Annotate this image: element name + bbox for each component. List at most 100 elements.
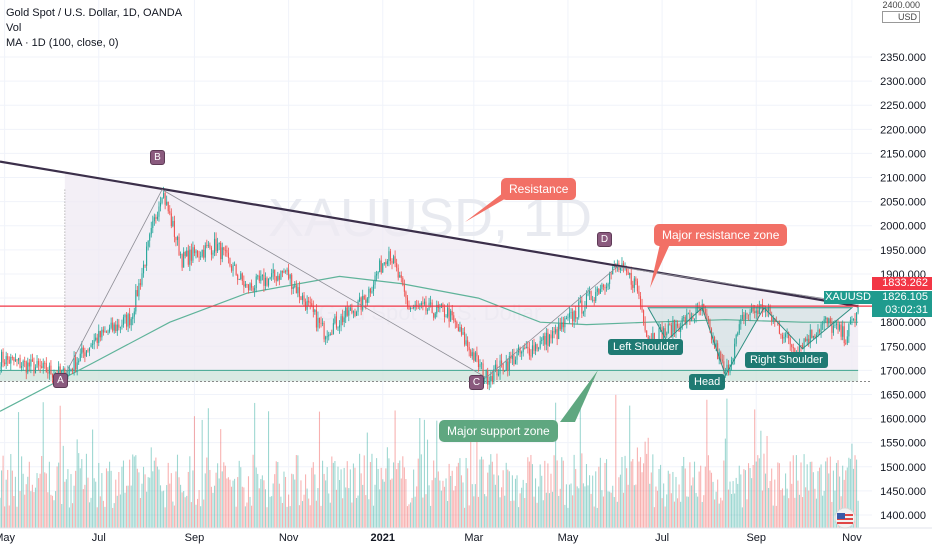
volume-bar xyxy=(152,471,154,528)
wave-zigzag[interactable] xyxy=(64,189,859,379)
volume-bar xyxy=(400,478,402,528)
volume-bar xyxy=(275,461,277,528)
candle-body xyxy=(751,308,753,313)
price-axis[interactable]: 2350.000 2300.000 2250.000 2200.000 2150.000… xyxy=(872,0,932,550)
volume-bar xyxy=(51,495,54,528)
candle-body xyxy=(397,267,399,278)
candle-body xyxy=(252,287,254,291)
head-shoulders-pattern[interactable] xyxy=(647,306,854,377)
volume-bar xyxy=(805,487,807,528)
volume-bar xyxy=(308,498,310,528)
volume-bar xyxy=(178,477,180,528)
volume-bar xyxy=(360,473,362,528)
volume-bar xyxy=(522,479,524,528)
candle-body xyxy=(638,291,640,297)
volume-bar xyxy=(794,497,796,528)
candle-body xyxy=(664,328,666,336)
time-axis[interactable]: May Jul Sep Nov 2021 Mar May Jul Sep Nov xyxy=(0,527,932,550)
candle-body xyxy=(547,332,549,346)
wave-label-b[interactable]: B xyxy=(150,150,165,165)
volume-bar xyxy=(318,411,321,528)
candle-body xyxy=(402,277,404,285)
wave-label-a[interactable]: A xyxy=(53,373,68,388)
legend-ma[interactable]: MA · 1D (100, close, 0) xyxy=(6,37,119,49)
candle-body xyxy=(90,344,92,348)
volume-bar xyxy=(81,459,83,528)
volume-bar xyxy=(857,500,859,528)
major-support-zone-callout[interactable]: Major support zone xyxy=(439,420,558,442)
volume-bar xyxy=(203,499,205,528)
volume-bar xyxy=(254,402,256,528)
volume-bar xyxy=(258,488,260,528)
volume-bar xyxy=(589,475,591,528)
support-zone-rect xyxy=(0,370,859,382)
volume-bar xyxy=(652,454,654,528)
candle-body xyxy=(436,304,438,314)
candle-body xyxy=(298,287,300,297)
time-tick-label: May xyxy=(558,532,579,544)
volume-bar xyxy=(626,468,628,528)
wave-label-d[interactable]: D xyxy=(597,232,612,247)
right-shoulder-label[interactable]: Right Shoulder xyxy=(745,352,828,368)
candle-body xyxy=(300,296,302,300)
candle-body xyxy=(213,238,216,253)
volume-bar xyxy=(161,491,163,528)
candle-body xyxy=(197,250,199,257)
candle-body xyxy=(792,347,794,349)
volume-bar xyxy=(337,466,339,528)
flag-icon[interactable] xyxy=(834,507,856,529)
candle-body xyxy=(846,336,848,344)
volume-bar xyxy=(0,497,1,528)
candle-body xyxy=(541,339,543,341)
volume-bar xyxy=(527,457,529,528)
volume-bar xyxy=(480,456,483,528)
candle-body xyxy=(389,251,392,261)
legend-symbol[interactable]: Gold Spot / U.S. Dollar, 1D, OANDA xyxy=(6,7,183,19)
volume-bar xyxy=(243,487,245,528)
head-label[interactable]: Head xyxy=(689,374,726,390)
candle-body xyxy=(434,313,436,318)
volume-bar xyxy=(187,471,189,528)
candle-body xyxy=(116,324,118,332)
candle-body xyxy=(680,328,682,332)
volume-bar xyxy=(24,494,26,528)
candle-body xyxy=(189,249,191,265)
volume-bar xyxy=(403,467,405,528)
time-tick-label: Jul xyxy=(655,532,669,544)
candle-body xyxy=(717,343,719,360)
drawings-layer[interactable] xyxy=(0,160,872,422)
wave-label-c[interactable]: C xyxy=(469,375,484,390)
candle-body xyxy=(715,343,717,348)
price-tick-label: 1750.000 xyxy=(880,341,926,353)
volume-bar xyxy=(601,490,603,528)
candle-body xyxy=(746,313,748,315)
volume-bar xyxy=(802,497,804,528)
candle-body xyxy=(204,245,206,258)
moving-average-line xyxy=(0,275,859,412)
legend-volume[interactable]: Vol xyxy=(6,22,22,34)
candle-body xyxy=(598,288,600,294)
left-shoulder-label[interactable]: Left Shoulder xyxy=(608,339,684,355)
candle-body xyxy=(85,350,87,357)
volume-bar xyxy=(150,447,152,528)
volume-bar xyxy=(664,506,666,528)
candle-body xyxy=(206,245,208,247)
volume-bar xyxy=(451,470,453,528)
volume-bar xyxy=(856,459,858,528)
resistance-callout[interactable]: Resistance xyxy=(501,178,577,200)
candle-body xyxy=(380,260,382,273)
candle-body xyxy=(78,360,80,363)
candle-body xyxy=(388,251,390,262)
major-resistance-zone-callout[interactable]: Major resistance zone xyxy=(654,224,788,246)
candle-body xyxy=(806,338,808,341)
candle-body xyxy=(561,322,563,330)
volume-bar xyxy=(382,479,384,528)
volume-bar xyxy=(494,484,496,528)
candle-body xyxy=(565,317,567,319)
volume-bar xyxy=(76,439,78,528)
volume-bar xyxy=(322,460,324,528)
candle-body xyxy=(365,299,367,303)
candle-body xyxy=(673,319,675,332)
volume-bar xyxy=(539,464,541,528)
